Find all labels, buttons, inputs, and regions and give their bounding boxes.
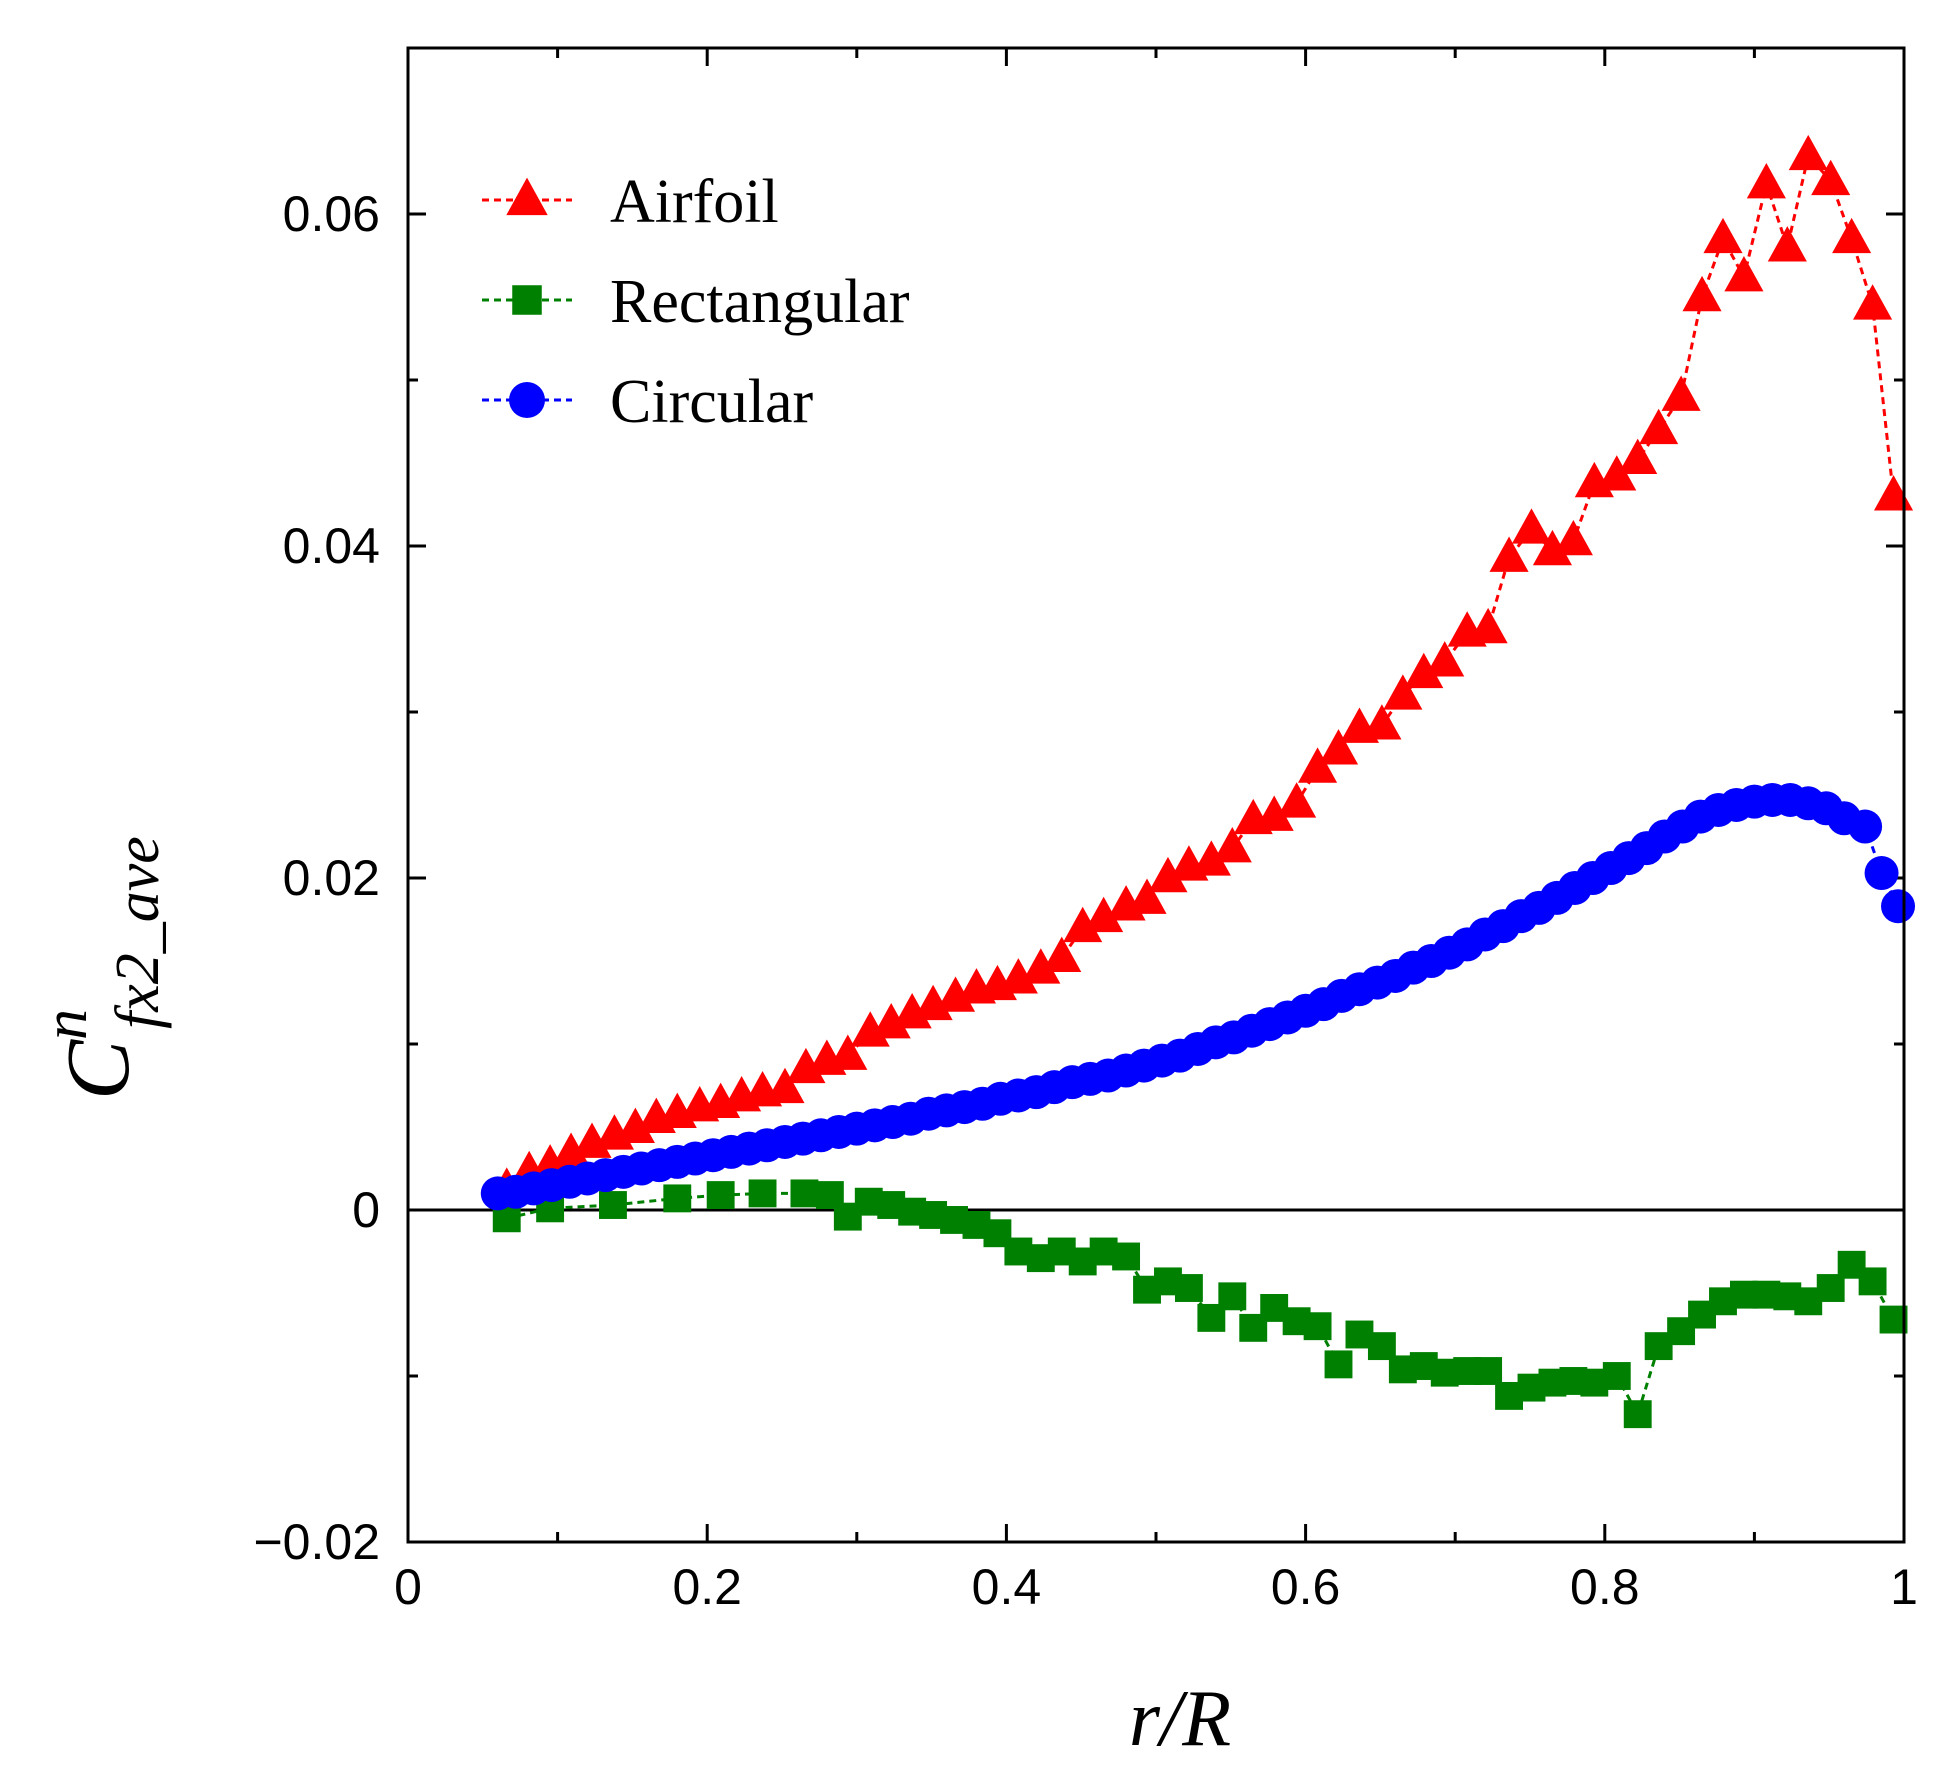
y-tick-label: −0.02 — [253, 1514, 380, 1570]
data-point-airfoil — [998, 958, 1038, 994]
data-point-airfoil — [1084, 896, 1124, 933]
legend-item-rectangular: Rectangular — [482, 268, 910, 336]
data-point-airfoil — [615, 1107, 655, 1143]
data-point-rectangular — [1174, 1274, 1203, 1302]
data-point-rectangular — [1367, 1332, 1396, 1361]
data-point-rectangular — [1324, 1350, 1353, 1379]
data-point-rectangular — [706, 1181, 735, 1209]
y-axis-label-superscript: n — [32, 1009, 100, 1040]
data-point-rectangular — [1858, 1267, 1887, 1296]
data-point-airfoil — [1148, 856, 1188, 893]
data-point-airfoil — [1127, 878, 1167, 914]
y-tick-label: 0.04 — [283, 518, 380, 574]
series-group — [480, 134, 1916, 1429]
data-point-airfoil — [1703, 217, 1743, 254]
x-tick-label: 0 — [394, 1559, 422, 1615]
data-point-airfoil — [1639, 408, 1679, 445]
data-point-airfoil — [1746, 163, 1786, 199]
data-point-airfoil — [1511, 508, 1552, 544]
legend-label-rectangular: Rectangular — [610, 268, 910, 336]
data-point-airfoil — [1532, 529, 1572, 566]
plot-frame — [406, 46, 1906, 1544]
data-point-airfoil — [1788, 134, 1828, 171]
series-airfoil — [487, 134, 1914, 1203]
data-point-airfoil — [1362, 704, 1402, 740]
x-tick-label: 0.8 — [1570, 1559, 1640, 1615]
data-point-airfoil — [1853, 284, 1893, 320]
data-point-rectangular — [1218, 1282, 1247, 1311]
data-point-airfoil — [1682, 275, 1722, 312]
legend-label-circular: Circular — [610, 368, 813, 436]
data-point-airfoil — [1191, 840, 1231, 876]
data-point-rectangular — [1623, 1400, 1652, 1429]
data-point-airfoil — [1811, 159, 1851, 196]
data-point-airfoil — [1832, 217, 1872, 254]
data-point-rectangular — [1816, 1274, 1845, 1302]
data-point-rectangular — [1112, 1242, 1141, 1271]
legend-marker-airfoil — [506, 177, 548, 216]
data-point-airfoil — [1383, 674, 1423, 710]
legend-label-airfoil: Airfoil — [610, 168, 779, 236]
data-point-airfoil — [1298, 747, 1338, 783]
data-point-airfoil — [1063, 906, 1103, 943]
legend-marker-circular — [509, 382, 545, 418]
x-tick-label: 1 — [1890, 1559, 1918, 1615]
data-point-rectangular — [748, 1179, 777, 1208]
data-point-airfoil — [765, 1067, 805, 1104]
x-tick-label: 0.4 — [972, 1559, 1042, 1615]
data-point-airfoil — [551, 1132, 591, 1168]
data-point-airfoil — [1425, 641, 1465, 677]
data-point-airfoil — [1597, 455, 1637, 491]
y-tick-label: 0.02 — [283, 850, 380, 906]
data-point-airfoil — [871, 1003, 911, 1039]
series-circular — [480, 782, 1916, 1211]
data-point-airfoil — [1553, 519, 1593, 556]
legend-marker-rectangular — [512, 285, 542, 315]
data-point-airfoil — [1618, 438, 1658, 474]
y-tick-label: 0 — [352, 1182, 380, 1238]
data-point-airfoil — [1277, 782, 1317, 818]
y-axis-label: Cnfx2_ave — [32, 836, 172, 1100]
x-axis-label: r/R — [1129, 1675, 1231, 1763]
data-point-circular — [1864, 856, 1899, 891]
data-point-rectangular — [1474, 1357, 1503, 1385]
data-point-airfoil — [1767, 226, 1807, 262]
y-tick-label: 0.06 — [283, 186, 380, 242]
x-tick-label: 0.2 — [672, 1559, 742, 1615]
data-point-airfoil — [1042, 936, 1082, 972]
data-point-airfoil — [1212, 827, 1252, 863]
data-point-airfoil — [1404, 652, 1444, 689]
data-point-airfoil — [1468, 607, 1508, 644]
data-point-rectangular — [1602, 1362, 1631, 1390]
x-tick-label: 0.6 — [1271, 1559, 1341, 1615]
data-point-rectangular — [599, 1191, 627, 1219]
data-point-rectangular — [790, 1179, 819, 1208]
data-point-rectangular — [663, 1184, 692, 1213]
data-point-airfoil — [1489, 536, 1529, 572]
data-point-rectangular — [1303, 1312, 1332, 1341]
data-point-circular — [1881, 889, 1916, 924]
data-point-airfoil — [1724, 256, 1764, 292]
svg-text:Cnfx2_ave: Cnfx2_ave — [32, 836, 172, 1100]
data-point-airfoil — [1254, 795, 1294, 831]
legend-item-circular: Circular — [482, 368, 813, 436]
data-point-circular — [1848, 809, 1883, 844]
legend: Airfoil Rectangular Circular — [482, 168, 910, 436]
data-point-airfoil — [1021, 948, 1061, 984]
data-point-airfoil — [828, 1034, 868, 1070]
legend-item-airfoil: Airfoil — [482, 168, 779, 236]
y-axis-label-base: C — [49, 1039, 148, 1100]
data-point-airfoil — [1661, 375, 1701, 411]
y-axis-label-subscript: fx2_ave — [104, 836, 172, 1029]
data-point-airfoil — [1318, 729, 1359, 765]
